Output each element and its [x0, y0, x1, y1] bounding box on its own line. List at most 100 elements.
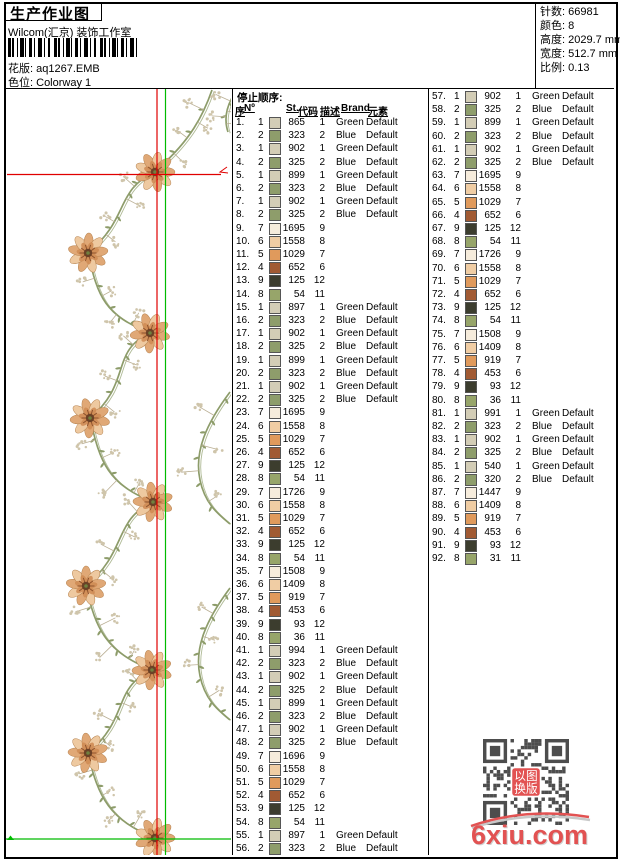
page-title: 生产作业图: [10, 6, 91, 23]
stop-row: 3. 1 902 1 Green Default: [236, 143, 398, 156]
color-swatch: [269, 658, 281, 671]
stop-row: 71. 5 1029 7: [432, 275, 521, 288]
stop-row: 38. 4 453 6: [236, 605, 325, 618]
color-swatch: [269, 235, 281, 248]
stop-row: 56. 2 323 2 Blue Default: [236, 843, 398, 855]
stop-row: 74. 8 54 11: [432, 315, 521, 328]
color-swatch: [269, 539, 281, 552]
stop-row: 89. 5 919 7: [432, 513, 521, 526]
stop-row: 30. 6 1558 8: [236, 499, 325, 512]
color-swatch: [269, 486, 281, 499]
color-swatch: [269, 381, 281, 393]
color-swatch: [269, 750, 281, 763]
color-swatch: [465, 196, 477, 209]
colorway-label: 色位:: [8, 77, 34, 89]
color-swatch: [465, 157, 477, 169]
color-swatch: [269, 249, 281, 261]
col-header-needle: Nº: [244, 103, 255, 114]
stop-row: 50. 6 1558 8: [236, 763, 325, 776]
stop-row: 27. 9 125 12: [236, 460, 325, 473]
stop-row: 69. 7 1726 9: [432, 249, 521, 262]
stop-row: 90. 4 453 6: [432, 526, 521, 539]
stop-sequence-column-1: 停止顺序: 序 Nº St. 代码 描述 Brand 元素 1. 1 865 1 Gre…: [233, 88, 428, 856]
color-swatch: [465, 526, 477, 539]
stop-row: 43. 1 902 1 Green Default: [236, 671, 398, 684]
svg-text:以图: 以图: [514, 770, 537, 783]
col-header-seq: 序: [235, 107, 245, 118]
stop-row: 62. 2 325 2 Blue Default: [432, 157, 594, 169]
color-swatch: [269, 367, 281, 380]
color-swatch: [465, 209, 477, 222]
colorway-line: 色位: Colorway 1: [8, 74, 91, 90]
col-header-brand: Brand: [341, 103, 370, 114]
stop-row: 61. 1 902 1 Green Default: [432, 143, 594, 156]
stop-sequence-title: 停止顺序:: [237, 92, 283, 104]
stop-row: 51. 5 1029 7: [236, 777, 325, 789]
color-swatch: [269, 803, 281, 816]
stop-row: 7. 1 902 1 Green Default: [236, 196, 398, 209]
stop-row: 52. 4 652 6: [236, 790, 325, 803]
color-swatch: [269, 565, 281, 578]
color-swatch: [269, 684, 281, 697]
color-swatch: [269, 130, 281, 143]
stop-row: 26. 4 652 6: [236, 447, 325, 459]
stop-row: 33. 9 125 12: [236, 539, 325, 552]
info-row: 颜色: 8: [540, 20, 575, 32]
stop-row: 9. 7 1695 9: [236, 222, 325, 235]
color-swatch: [269, 631, 281, 644]
color-swatch: [465, 130, 477, 143]
color-swatch: [269, 592, 281, 605]
stop-row: 45. 1 899 1 Green Default: [236, 697, 398, 710]
stop-row: 47. 1 902 1 Green Default: [236, 724, 398, 737]
color-swatch: [465, 275, 477, 288]
color-swatch: [269, 460, 281, 473]
stop-row: 79. 9 93 12: [432, 381, 521, 394]
stop-row: 20. 2 323 2 Blue Default: [236, 367, 398, 380]
color-swatch: [269, 169, 281, 182]
color-swatch: [269, 341, 281, 354]
color-swatch: [269, 790, 281, 803]
stop-row: 77. 5 919 7: [432, 355, 521, 367]
stop-row: 65. 5 1029 7: [432, 196, 521, 209]
table-column-divider: [428, 89, 429, 855]
color-swatch: [269, 315, 281, 327]
color-swatch: [269, 301, 281, 314]
color-swatch: [269, 711, 281, 723]
stop-row: 17. 1 902 1 Green Default: [236, 328, 398, 341]
stop-row: 67. 9 125 12: [432, 223, 521, 235]
stop-row: 63. 7 1695 9: [432, 170, 521, 183]
stop-row: 58. 2 325 2 Blue Default: [432, 104, 594, 117]
color-swatch: [465, 487, 477, 499]
stop-row: 34. 8 54 11: [236, 552, 325, 565]
color-swatch: [269, 829, 281, 842]
color-swatch: [269, 196, 281, 209]
stop-row: 59. 1 899 1 Green Default: [432, 117, 594, 130]
pattern-label: 花版:: [8, 63, 34, 75]
flower-motif: [135, 818, 176, 855]
stop-row: 60. 2 323 2 Blue Default: [432, 130, 594, 143]
color-swatch: [465, 302, 477, 315]
color-swatch: [269, 328, 281, 341]
barcode: [8, 38, 140, 57]
stop-row: 70. 6 1558 8: [432, 262, 521, 275]
stop-row: 41. 1 994 1 Green Default: [236, 645, 398, 657]
color-swatch: [465, 91, 477, 103]
stop-row: 64. 6 1558 8: [432, 183, 521, 196]
color-swatch: [269, 420, 281, 433]
stop-row: 2. 2 323 2 Blue Default: [236, 130, 398, 143]
info-row: 针数: 66981: [540, 6, 599, 18]
watermark-swoosh: [470, 812, 591, 830]
stop-row: 6. 2 323 2 Blue Default: [236, 183, 398, 195]
studio-name: Wilcom(汇京) 装饰工作室: [8, 27, 132, 39]
stop-row: 53. 9 125 12: [236, 803, 325, 816]
color-swatch: [269, 645, 281, 657]
stop-row: 87. 7 1447 9: [432, 487, 521, 499]
color-swatch: [465, 513, 477, 526]
header-divider: [6, 88, 614, 89]
color-swatch: [269, 143, 281, 156]
stop-row: 18. 2 325 2 Blue Default: [236, 341, 398, 354]
color-swatch: [465, 355, 477, 367]
stop-row: 22. 2 325 2 Blue Default: [236, 394, 398, 407]
green-guide-mark: [7, 835, 14, 840]
color-swatch: [269, 354, 281, 367]
